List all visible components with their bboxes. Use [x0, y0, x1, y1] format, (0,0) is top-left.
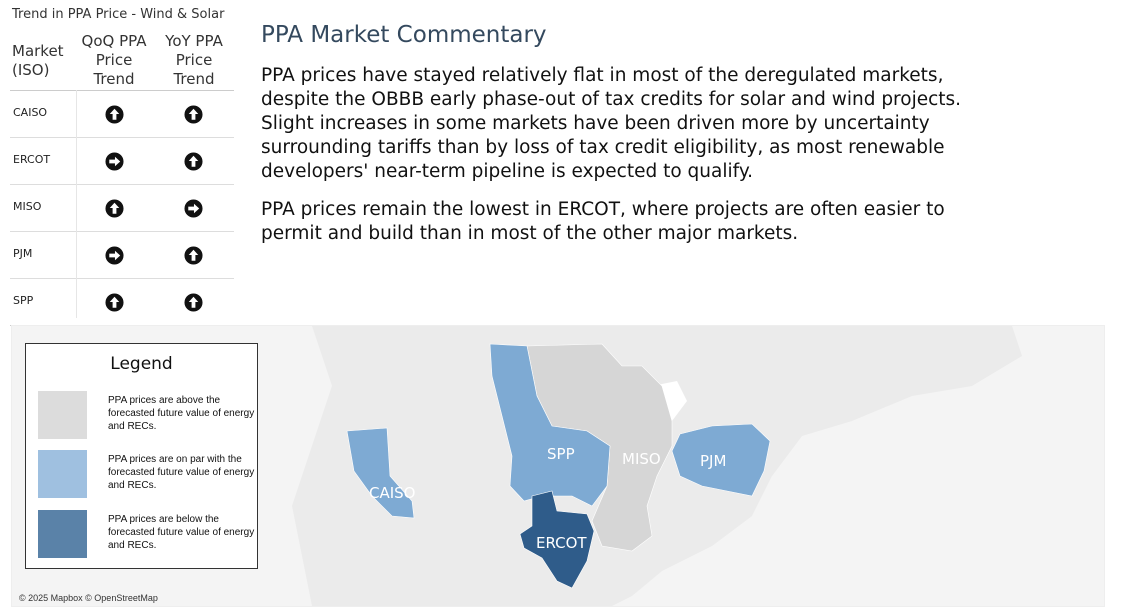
region-pjm [671, 423, 771, 497]
header-qoq: QoQ PPA Price Trend [81, 32, 147, 88]
label-ercot: ERCOT [536, 534, 587, 552]
legend-title: Legend [110, 354, 173, 374]
legend-box: Legend PPA prices are above the forecast… [25, 343, 258, 569]
legend-text-par: PPA prices are on par with the forecaste… [108, 454, 255, 491]
commentary-paragraph-2: PPA prices remain the lowest in ERCOT, w… [261, 199, 945, 244]
map-canvas: SPP MISO PJM CAISO ERCOT [292, 326, 1022, 606]
row-iso-label: CAISO [13, 106, 48, 119]
table-row: CAISO [10, 91, 234, 138]
trend-table: Market (ISO) QoQ PPA Price Trend YoY PPA… [10, 32, 234, 326]
qoq-arrow-right-icon [105, 246, 124, 265]
legend-text-below: PPA prices are below the forecasted futu… [108, 514, 255, 551]
table-row: MISO [10, 185, 234, 232]
table-title: Trend in PPA Price - Wind & Solar [12, 7, 225, 22]
region-spp [489, 343, 611, 507]
yoy-arrow-up-icon [184, 152, 203, 171]
row-iso-label: ERCOT [13, 153, 51, 166]
row-iso-label: MISO [13, 200, 42, 213]
region-caiso [346, 427, 415, 519]
legend-swatch-par [38, 450, 87, 498]
yoy-arrow-up-icon [184, 246, 203, 265]
legend-text-above: PPA prices are above the forecasted futu… [108, 395, 255, 432]
table-row: ERCOT [10, 138, 234, 185]
yoy-arrow-right-icon [184, 199, 203, 218]
label-pjm: PJM [700, 452, 726, 470]
row-iso-label: PJM [13, 247, 33, 260]
commentary-title: PPA Market Commentary [261, 22, 547, 48]
qoq-arrow-right-icon [105, 152, 124, 171]
label-caiso: CAISO [369, 484, 416, 502]
legend-swatch-above [38, 391, 87, 439]
label-spp: SPP [547, 445, 575, 463]
legend-swatch-below [38, 510, 87, 558]
yoy-arrow-up-icon [184, 105, 203, 124]
iso-map[interactable]: SPP MISO PJM CAISO ERCOT Legend PPA pric… [11, 325, 1105, 607]
table-divider [76, 90, 77, 318]
qoq-arrow-up-icon [105, 105, 124, 124]
label-miso: MISO [622, 450, 661, 468]
table-row: PJM [10, 232, 234, 279]
header-yoy: YoY PPA Price Trend [165, 32, 223, 88]
qoq-arrow-up-icon [105, 293, 124, 312]
qoq-arrow-up-icon [105, 199, 124, 218]
row-iso-label: SPP [13, 294, 34, 307]
region-ercot [519, 490, 595, 589]
commentary-paragraph-1: PPA prices have stayed relatively flat i… [261, 65, 962, 182]
table-header: Market (ISO) QoQ PPA Price Trend YoY PPA… [10, 32, 234, 91]
table-row: SPP [10, 279, 234, 326]
yoy-arrow-up-icon [184, 293, 203, 312]
header-market: Market (ISO) [12, 42, 64, 79]
map-attribution[interactable]: © 2025 Mapbox © OpenStreetMap [19, 593, 158, 603]
